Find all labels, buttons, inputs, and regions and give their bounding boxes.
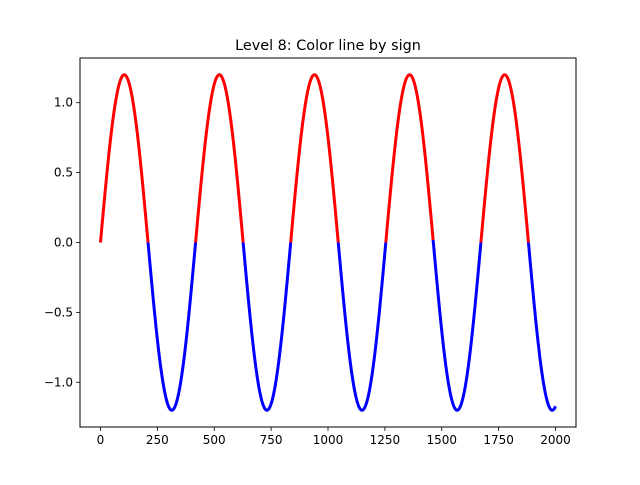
x-tick-label: 750 bbox=[260, 433, 283, 447]
plot-area bbox=[98, 73, 557, 412]
y-tick-label: 1.0 bbox=[54, 96, 73, 110]
chart-title: Level 8: Color line by sign bbox=[235, 38, 421, 54]
y-tick-label: 0.5 bbox=[54, 166, 73, 180]
series-segment-positive bbox=[479, 73, 530, 243]
x-tick-label: 1250 bbox=[370, 433, 401, 447]
series-segment-positive bbox=[98, 73, 150, 243]
x-tick-label: 1500 bbox=[426, 433, 457, 447]
axes-frame bbox=[79, 57, 577, 428]
x-tick-label: 2000 bbox=[540, 433, 571, 447]
series-segment-negative bbox=[431, 239, 483, 412]
x-tick-label: 0 bbox=[97, 433, 105, 447]
series-segment-positive bbox=[194, 73, 245, 243]
y-axis: −1.0 −0.5 0.0 0.5 1.0 bbox=[44, 96, 80, 389]
series-segment-negative bbox=[146, 242, 198, 412]
series-segment-negative bbox=[526, 242, 557, 412]
x-tick-label: 500 bbox=[203, 433, 226, 447]
x-tick-label: 250 bbox=[146, 433, 169, 447]
y-tick-label: −1.0 bbox=[44, 375, 73, 389]
x-tick-label: 1750 bbox=[483, 433, 514, 447]
series-segment-negative bbox=[241, 242, 293, 412]
series-segment-negative bbox=[336, 242, 388, 412]
x-axis: 0 250 500 750 1000 1250 1500 1750 2000 bbox=[97, 427, 571, 447]
y-tick-label: −0.5 bbox=[44, 305, 73, 319]
y-tick-label: 0.0 bbox=[54, 236, 73, 250]
x-tick-label: 1000 bbox=[313, 433, 344, 447]
series-segment-positive bbox=[384, 73, 435, 243]
series-segment-positive bbox=[289, 73, 340, 243]
